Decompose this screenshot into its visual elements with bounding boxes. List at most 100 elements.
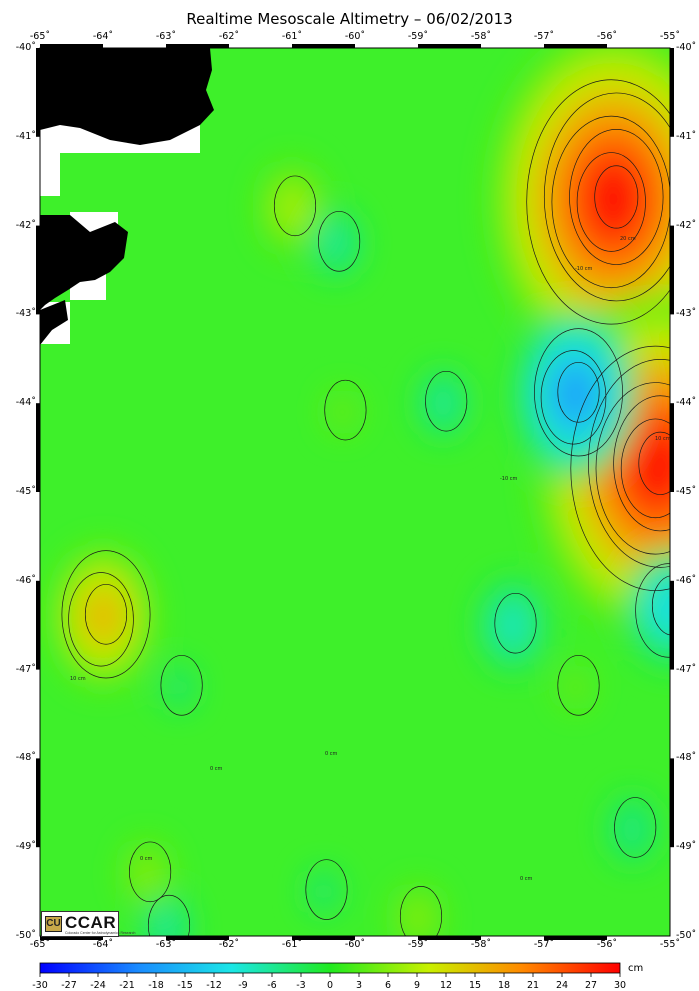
y-tick-label: -40˚ [2,42,36,53]
colorbar-tick-label: 6 [385,980,391,991]
y-tick-label: -50˚ [676,930,696,941]
x-tick-label: -59˚ [408,939,428,950]
x-tick-label: -64˚ [93,939,113,950]
contour-label: -10 cm [575,266,593,272]
anomaly-low [320,221,352,266]
ccar-logo: CU CCAR Colorado Center for Astrodynamic… [41,911,119,937]
logo-subtitle: Colorado Center for Astrodynamics Resear… [65,931,135,935]
colorbar-tick-label: -3 [296,980,305,991]
y-tick-label: -41˚ [2,131,36,142]
cu-logo-icon: CU [45,916,62,932]
contour-label: -10 cm [500,476,518,482]
contour-label: 0 cm [210,766,223,772]
colorbar-tick-label: 12 [440,980,452,991]
y-tick-label: -42˚ [2,220,36,231]
x-tick-label: -62˚ [219,31,239,42]
anomaly-high [559,665,591,710]
x-tick-label: -59˚ [408,31,428,42]
colorbar-tick-label: 0 [327,980,333,991]
colorbar-unit: cm [628,963,643,974]
contour-label: 10 cm [655,436,671,442]
frame-segment [670,48,674,137]
colorbar-tick-label: 24 [556,980,568,991]
y-tick-label: -50˚ [2,930,36,941]
anomaly-high [276,185,308,230]
x-tick-label: -55˚ [660,31,680,42]
colorbar-tick-label: 3 [356,980,362,991]
colorbar-tick-label: -27 [61,980,77,991]
x-tick-label: -57˚ [534,939,554,950]
contour-label: 20 cm [620,236,636,242]
y-tick-label: -43˚ [2,308,36,319]
y-tick-label: -45˚ [676,486,696,497]
frame-segment [670,581,674,670]
anomaly-low [162,665,194,710]
frame-segment [36,758,40,847]
y-tick-label: -49˚ [676,841,696,852]
colorbar-tick-label: 27 [585,980,597,991]
x-tick-label: -65˚ [30,31,50,42]
anomaly-low [427,381,459,426]
x-tick-label: -60˚ [345,939,365,950]
y-tick-label: -40˚ [676,42,696,53]
anomaly-low [616,807,648,852]
frame-segment [292,44,355,48]
x-tick-label: -63˚ [156,31,176,42]
frame-segment [36,226,40,315]
no-data-patch [40,148,60,196]
colorbar-tick-marks [40,973,620,977]
contour-label: 0 cm [140,856,153,862]
colorbar [40,963,620,973]
y-tick-label: -43˚ [676,308,696,319]
colorbar-tick-label: -15 [177,980,193,991]
colorbar-tick-label: -18 [148,980,164,991]
x-tick-label: -58˚ [471,31,491,42]
x-tick-label: -60˚ [345,31,365,42]
y-tick-label: -48˚ [2,752,36,763]
frame-segment [166,44,229,48]
y-tick-label: -46˚ [2,575,36,586]
x-tick-label: -57˚ [534,31,554,42]
y-tick-label: -49˚ [2,841,36,852]
x-tick-label: -56˚ [597,31,617,42]
colorbar-tick-label: 15 [469,980,481,991]
x-tick-label: -62˚ [219,939,239,950]
x-tick-label: -61˚ [282,939,302,950]
anomaly-low [496,603,528,648]
colorbar-tick-label: -30 [32,980,48,991]
anomaly-low [307,869,339,914]
anomaly-high [326,390,358,435]
frame-segment [670,403,674,492]
frame-segment [36,48,40,137]
y-tick-label: -45˚ [2,486,36,497]
y-tick-label: -42˚ [676,220,696,231]
colorbar-tick-label: 30 [614,980,626,991]
frame-segment [418,44,481,48]
y-tick-label: -47˚ [2,664,36,675]
contour-label: 0 cm [325,751,338,757]
anomaly-low [559,372,591,417]
colorbar-tick-label: -21 [119,980,135,991]
x-tick-label: -56˚ [597,939,617,950]
anomaly-high [402,896,434,941]
y-tick-label: -44˚ [2,397,36,408]
colorbar-tick-label: -12 [206,980,222,991]
y-tick-label: -44˚ [676,397,696,408]
y-tick-label: -46˚ [676,575,696,586]
x-tick-label: -63˚ [156,939,176,950]
frame-segment [36,403,40,492]
frame-segment [670,758,674,847]
x-tick-label: -58˚ [471,939,491,950]
colorbar-tick-label: -24 [90,980,106,991]
y-tick-label: -41˚ [676,131,696,142]
logo-name: CCAR [65,913,116,933]
frame-segment [40,44,103,48]
contour-label: 10 cm [70,676,86,682]
colorbar-tick-label: 9 [414,980,420,991]
frame-segment [670,226,674,315]
colorbar-tick-label: 21 [527,980,539,991]
colorbar-tick-label: -6 [267,980,276,991]
x-tick-label: -64˚ [93,31,113,42]
colorbar-tick-label: -9 [238,980,247,991]
